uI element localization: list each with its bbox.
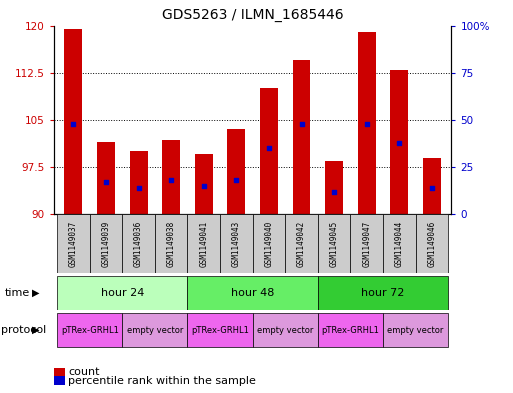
Bar xyxy=(122,313,187,347)
Bar xyxy=(325,161,343,214)
Point xyxy=(265,145,273,151)
Text: pTRex-GRHL1: pTRex-GRHL1 xyxy=(322,326,379,334)
Text: GSM1149041: GSM1149041 xyxy=(199,220,208,267)
Point xyxy=(298,121,306,127)
Text: hour 24: hour 24 xyxy=(101,288,144,298)
Bar xyxy=(383,214,416,273)
Text: hour 48: hour 48 xyxy=(231,288,274,298)
Point xyxy=(69,121,77,127)
Text: empty vector: empty vector xyxy=(387,326,444,334)
Text: GSM1149044: GSM1149044 xyxy=(395,220,404,267)
Bar xyxy=(318,276,448,310)
Text: count: count xyxy=(68,367,100,377)
Text: GSM1149046: GSM1149046 xyxy=(427,220,437,267)
Bar xyxy=(260,88,278,214)
Bar xyxy=(390,70,408,214)
Point xyxy=(134,185,143,191)
Text: GSM1149036: GSM1149036 xyxy=(134,220,143,267)
Point xyxy=(428,185,436,191)
Text: pTRex-GRHL1: pTRex-GRHL1 xyxy=(61,326,119,334)
Bar xyxy=(187,276,318,310)
Text: empty vector: empty vector xyxy=(257,326,313,334)
Point xyxy=(167,177,175,184)
Bar xyxy=(65,29,83,214)
Bar xyxy=(220,214,252,273)
Bar xyxy=(130,151,148,214)
Title: GDS5263 / ILMN_1685446: GDS5263 / ILMN_1685446 xyxy=(162,8,344,22)
Bar xyxy=(318,313,383,347)
Bar xyxy=(383,313,448,347)
Point xyxy=(200,183,208,189)
Bar xyxy=(195,154,213,214)
Bar xyxy=(416,214,448,273)
Text: percentile rank within the sample: percentile rank within the sample xyxy=(68,376,256,386)
Bar xyxy=(162,140,180,214)
Text: GSM1149042: GSM1149042 xyxy=(297,220,306,267)
Text: GSM1149039: GSM1149039 xyxy=(102,220,110,267)
Bar xyxy=(155,214,187,273)
Text: GSM1149045: GSM1149045 xyxy=(330,220,339,267)
Bar xyxy=(187,313,253,347)
Text: empty vector: empty vector xyxy=(127,326,183,334)
Text: protocol: protocol xyxy=(1,325,46,335)
Bar xyxy=(97,142,115,214)
Point xyxy=(102,179,110,185)
Bar xyxy=(252,313,318,347)
Bar xyxy=(90,214,122,273)
Text: ▶: ▶ xyxy=(32,325,40,335)
Text: GSM1149038: GSM1149038 xyxy=(167,220,175,267)
Bar xyxy=(423,158,441,214)
Bar xyxy=(227,129,245,214)
Text: GSM1149040: GSM1149040 xyxy=(264,220,273,267)
Text: GSM1149043: GSM1149043 xyxy=(232,220,241,267)
Bar xyxy=(57,214,90,273)
Bar xyxy=(252,214,285,273)
Bar xyxy=(285,214,318,273)
Point xyxy=(330,188,338,195)
Text: GSM1149037: GSM1149037 xyxy=(69,220,78,267)
Bar xyxy=(318,214,350,273)
Text: time: time xyxy=(5,288,30,298)
Bar xyxy=(292,60,310,214)
Bar xyxy=(57,276,187,310)
Bar xyxy=(350,214,383,273)
Text: ▶: ▶ xyxy=(32,288,40,298)
Point xyxy=(232,177,241,184)
Bar xyxy=(122,214,155,273)
Text: hour 72: hour 72 xyxy=(361,288,405,298)
Bar xyxy=(358,32,376,214)
Bar xyxy=(187,214,220,273)
Text: GSM1149047: GSM1149047 xyxy=(362,220,371,267)
Text: pTRex-GRHL1: pTRex-GRHL1 xyxy=(191,326,249,334)
Bar xyxy=(57,313,122,347)
Point xyxy=(363,121,371,127)
Point xyxy=(395,140,403,146)
